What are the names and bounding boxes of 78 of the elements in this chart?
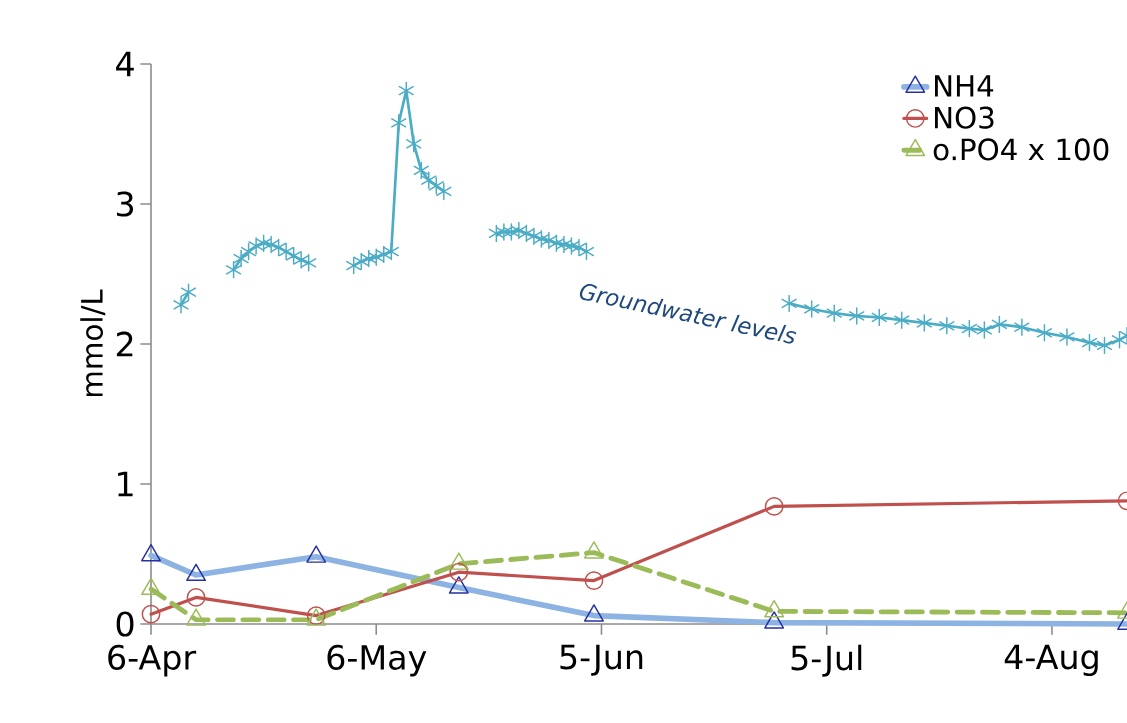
point — [1081, 333, 1098, 352]
y-tick-label: 0 — [116, 611, 134, 637]
point — [488, 224, 505, 243]
point — [518, 224, 535, 243]
point — [141, 577, 161, 596]
point — [285, 247, 302, 265]
point — [916, 314, 932, 332]
x-tick-label: 6-May — [327, 644, 427, 677]
point — [511, 221, 527, 240]
point — [541, 231, 557, 250]
point — [186, 608, 207, 626]
point — [255, 234, 272, 252]
point — [571, 238, 587, 257]
y-tick-label: 3 — [116, 191, 134, 217]
point — [1111, 331, 1127, 349]
point — [428, 177, 444, 195]
point — [563, 237, 580, 255]
y-tick-label: 4 — [116, 51, 134, 77]
point — [578, 242, 595, 261]
point — [781, 294, 797, 313]
y-tick-label: 2 — [116, 331, 133, 357]
point — [584, 571, 604, 590]
point — [240, 242, 257, 261]
point — [1059, 328, 1075, 346]
point — [278, 242, 294, 261]
point — [346, 256, 362, 275]
point — [141, 604, 161, 624]
point — [871, 308, 887, 327]
point — [764, 496, 784, 516]
point — [353, 252, 369, 271]
x-tick-label: 5-Jul — [791, 644, 862, 677]
point — [248, 237, 264, 255]
point — [186, 587, 206, 607]
y-tick-label: 1 — [118, 471, 133, 497]
x-tick-label: 5-Jun — [560, 644, 643, 676]
point — [436, 182, 452, 201]
y-axis-title: mmol/L — [80, 289, 106, 397]
legend-label: NO3 — [935, 106, 994, 129]
point — [1096, 336, 1113, 355]
point — [398, 81, 414, 100]
point — [503, 223, 520, 241]
point — [961, 319, 978, 338]
point — [548, 234, 565, 252]
point — [448, 552, 469, 570]
point — [764, 599, 785, 618]
point — [293, 251, 309, 269]
point — [533, 230, 550, 248]
point — [225, 261, 242, 279]
point — [376, 245, 392, 264]
point — [301, 254, 317, 272]
point — [894, 311, 910, 329]
point — [939, 317, 955, 335]
x-tick-label: 4-Aug — [1004, 644, 1098, 676]
point — [804, 300, 820, 318]
point — [233, 249, 249, 268]
point — [449, 562, 469, 582]
point — [263, 235, 279, 254]
point — [991, 315, 1008, 334]
point — [406, 135, 422, 153]
point — [849, 307, 865, 325]
point — [976, 321, 993, 339]
point — [1036, 324, 1053, 342]
point — [180, 283, 197, 301]
point — [556, 235, 572, 254]
point — [383, 242, 399, 261]
point — [173, 296, 189, 314]
point — [270, 238, 287, 257]
point — [1014, 318, 1030, 336]
point — [526, 227, 542, 245]
point — [361, 249, 377, 268]
point — [496, 223, 512, 241]
point — [583, 541, 604, 559]
x-tick-label: 6-Apr — [108, 644, 197, 677]
point — [391, 114, 407, 132]
legend-label: o.PO4 x 100 — [933, 138, 1109, 161]
point — [368, 248, 384, 266]
point — [826, 304, 842, 322]
legend-label: NH4 — [935, 75, 994, 97]
